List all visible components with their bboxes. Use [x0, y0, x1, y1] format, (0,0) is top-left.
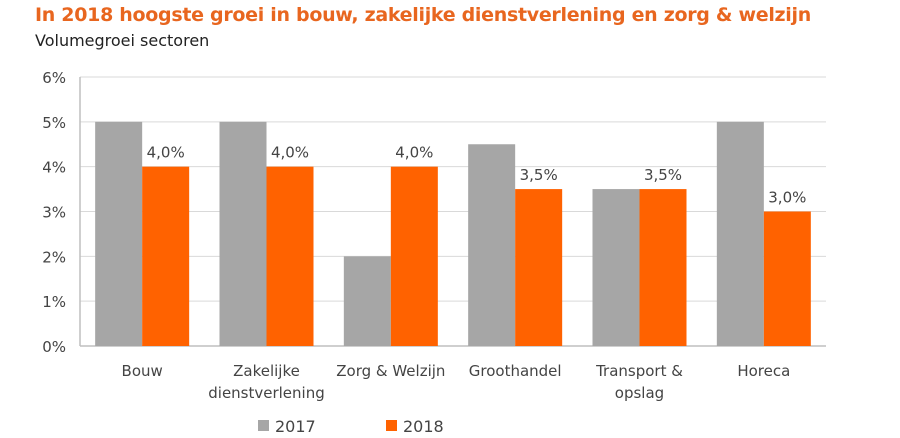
- legend-swatch-2017: [258, 420, 269, 431]
- data-label: 4,0%: [271, 144, 309, 162]
- data-label: 4,0%: [147, 144, 185, 162]
- y-tick-label: 0%: [42, 338, 66, 356]
- bar-2018: [639, 189, 687, 346]
- x-tick-label: opslag: [615, 384, 664, 402]
- x-tick-label: Zorg & Welzijn: [336, 362, 445, 380]
- y-tick-label: 6%: [42, 69, 66, 87]
- y-tick-label: 5%: [42, 114, 66, 132]
- x-tick-label: Groothandel: [469, 362, 562, 380]
- y-tick-label: 1%: [42, 293, 66, 311]
- bar-2017: [343, 256, 391, 346]
- legend-label: 2017: [275, 417, 316, 436]
- chart-subtitle: Volumegroei sectoren: [35, 31, 210, 50]
- bar-2018: [142, 166, 190, 346]
- data-label: 4,0%: [395, 144, 433, 162]
- y-tick-label: 4%: [42, 159, 66, 177]
- x-tick-label: Horeca: [737, 362, 790, 380]
- x-tick-label: Bouw: [122, 362, 163, 380]
- data-label: 3,0%: [768, 189, 806, 207]
- bar-2017: [95, 121, 143, 346]
- bar-2017: [716, 121, 764, 346]
- bar-2017: [468, 144, 516, 346]
- bar-2017: [592, 189, 640, 346]
- bar-2017: [219, 121, 267, 346]
- x-tick-label: Zakelijke: [233, 362, 300, 380]
- x-tick-label: dienstverlening: [208, 384, 325, 402]
- data-label: 3,5%: [520, 166, 558, 184]
- legend-label: 2018: [403, 417, 444, 436]
- bar-2018: [763, 211, 811, 346]
- y-tick-label: 2%: [42, 248, 66, 266]
- chart-title: In 2018 hoogste groei in bouw, zakelijke…: [35, 4, 811, 26]
- legend-swatch-2018: [386, 420, 397, 431]
- bar-2018: [266, 166, 314, 346]
- x-tick-label: Transport &: [595, 362, 683, 380]
- data-label: 3,5%: [644, 166, 682, 184]
- bar-2018: [390, 166, 438, 346]
- bar-2018: [515, 189, 563, 346]
- y-tick-label: 3%: [42, 204, 66, 222]
